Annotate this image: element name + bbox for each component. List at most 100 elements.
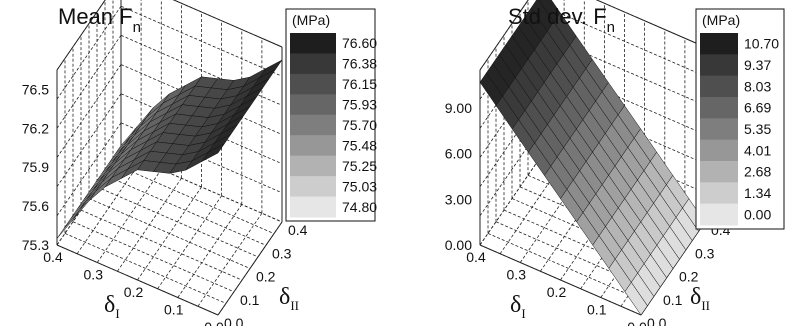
surface (56, 59, 283, 239)
axis-box (56, 0, 283, 316)
x-axis-label: δI (510, 292, 526, 321)
axis-edge (479, 0, 529, 71)
grid-line (104, 174, 267, 246)
y-axis-label-sub: II (290, 298, 299, 313)
colorbar-swatch (290, 196, 336, 218)
colorbar-label: 76.38 (342, 56, 377, 72)
chart-title-sub: n (607, 19, 615, 36)
colorbar-label: 1.34 (744, 185, 771, 201)
colorbar-label: 74.80 (342, 199, 377, 215)
colorbar-label: 10.70 (744, 36, 779, 52)
colorbar-label: 0.00 (744, 206, 771, 222)
y-tick-label: 0.1 (663, 292, 683, 308)
x-tick-label: 0.1 (164, 302, 184, 318)
y-axis-label: δII (279, 284, 299, 313)
axis-edge (56, 244, 219, 316)
x-axis-label-main: δ (104, 292, 115, 318)
colorbar-swatch (700, 54, 738, 77)
colorbar-unit: (MPa) (292, 12, 330, 28)
y-tick-label: 0.1 (240, 292, 260, 308)
chart-title: Std dev. Fn (508, 4, 615, 36)
z-tick-label: 3.00 (445, 191, 472, 207)
y-axis-label-main: δ (690, 284, 701, 310)
x-axis-label-sub: I (521, 306, 525, 321)
grid-line (96, 169, 162, 263)
x-tick-label: 0.1 (587, 302, 607, 318)
x-axis-label-main: δ (510, 292, 521, 318)
chart-panel-1: 75.3 75.6 75.9 76.2 76.5 0.4 0.3 0.2 0.1 0.00.0 0.… (22, 0, 377, 326)
grid-line (96, 186, 259, 258)
y-axis-label: δII (690, 284, 710, 313)
surface-patch (624, 281, 648, 316)
colorbar-swatch (700, 182, 738, 205)
colorbar-swatch (700, 203, 738, 226)
colorbar-swatch (700, 161, 738, 183)
colorbar-swatch (290, 176, 336, 198)
z-tick-label: 75.6 (22, 198, 49, 214)
chart-title-sub: n (133, 19, 141, 36)
grid-line (479, 122, 545, 217)
grid-line (72, 221, 235, 293)
x-axis-label-sub: I (115, 306, 119, 321)
colorbar-swatch (700, 33, 738, 55)
chart-title-main: Mean F (58, 4, 133, 29)
colorbar-swatch (290, 114, 336, 136)
x-tick-label: 0.2 (124, 284, 144, 300)
y-tick-label: 0.2 (679, 269, 699, 285)
y-tick-label: 0.2 (256, 269, 276, 285)
colorbar-swatch (290, 33, 336, 54)
colorbar-swatch (290, 135, 336, 157)
x-tick-label: 0.4 (43, 249, 63, 265)
grid-line (64, 233, 227, 304)
grid-line (519, 169, 585, 263)
z-tick-label: 9.00 (445, 100, 472, 116)
colorbar-label: 76.15 (342, 76, 377, 92)
z-tick-label: 75.3 (22, 237, 49, 253)
colorbar-label: 76.60 (342, 35, 377, 51)
grid-line (487, 233, 650, 304)
grid-line (479, 93, 545, 187)
x-tick-label: 0.3 (507, 267, 527, 283)
colorbar-label: 6.69 (744, 100, 771, 116)
colorbar-label: 75.03 (342, 178, 377, 194)
colorbar-legend: (MPa)10.70 9.37 8.03 6.69 5.35 4.01 2.68 1.34 0.… (695, 8, 785, 230)
z-tick-label: 0.00 (445, 237, 472, 253)
y-tick-label: 0.3 (695, 245, 715, 261)
y-axis-label-main: δ (279, 284, 290, 310)
chart-title-main: Std dev. F (508, 4, 607, 29)
y-tick-label: 0.0 (647, 315, 667, 326)
surface (479, 0, 706, 316)
grid-line (177, 204, 243, 298)
x-tick-label: 0.2 (547, 284, 567, 300)
grid-line (88, 198, 251, 269)
x-tick-label: 0.3 (84, 267, 104, 283)
axis-edge (217, 221, 283, 316)
y-axis-label-sub: II (701, 298, 710, 313)
colorbar-label: 75.70 (342, 117, 377, 133)
colorbar-swatch (700, 75, 738, 98)
z-tick-label: 75.9 (22, 159, 49, 175)
colorbar-swatch (700, 139, 738, 162)
y-tick-label: 0.4 (288, 222, 308, 238)
colorbar-label: 4.01 (744, 142, 771, 158)
grid-line (56, 93, 122, 187)
colorbar-label: 75.25 (342, 158, 377, 174)
grid-line (197, 213, 263, 307)
y-tick-label: 0.3 (272, 245, 292, 261)
colorbar-unit: (MPa) (702, 12, 740, 28)
x-tick-label: 0.4 (466, 249, 486, 265)
axis-edge (56, 0, 106, 71)
axis-edge (479, 244, 642, 316)
colorbar-label: 2.68 (744, 164, 771, 180)
colorbar-swatch (290, 53, 336, 75)
x-tick-label: 0.0 (204, 319, 224, 326)
surface-patch (201, 143, 225, 162)
colorbar-swatch (290, 155, 336, 177)
colorbar-legend: (MPa) 76.60 76.38 76.15 75.93 75.70 75.48 75.25… (285, 8, 377, 222)
chart-panel-2: 0.00 3.00 6.00 9.00 0.4 0.3 0.2 0.1 0.00.0 0.1 0.2… (445, 0, 785, 326)
colorbar-swatch (700, 118, 738, 141)
colorbar-label: 8.03 (744, 78, 771, 94)
grid-line (112, 163, 275, 234)
z-tick-label: 76.5 (22, 81, 49, 97)
